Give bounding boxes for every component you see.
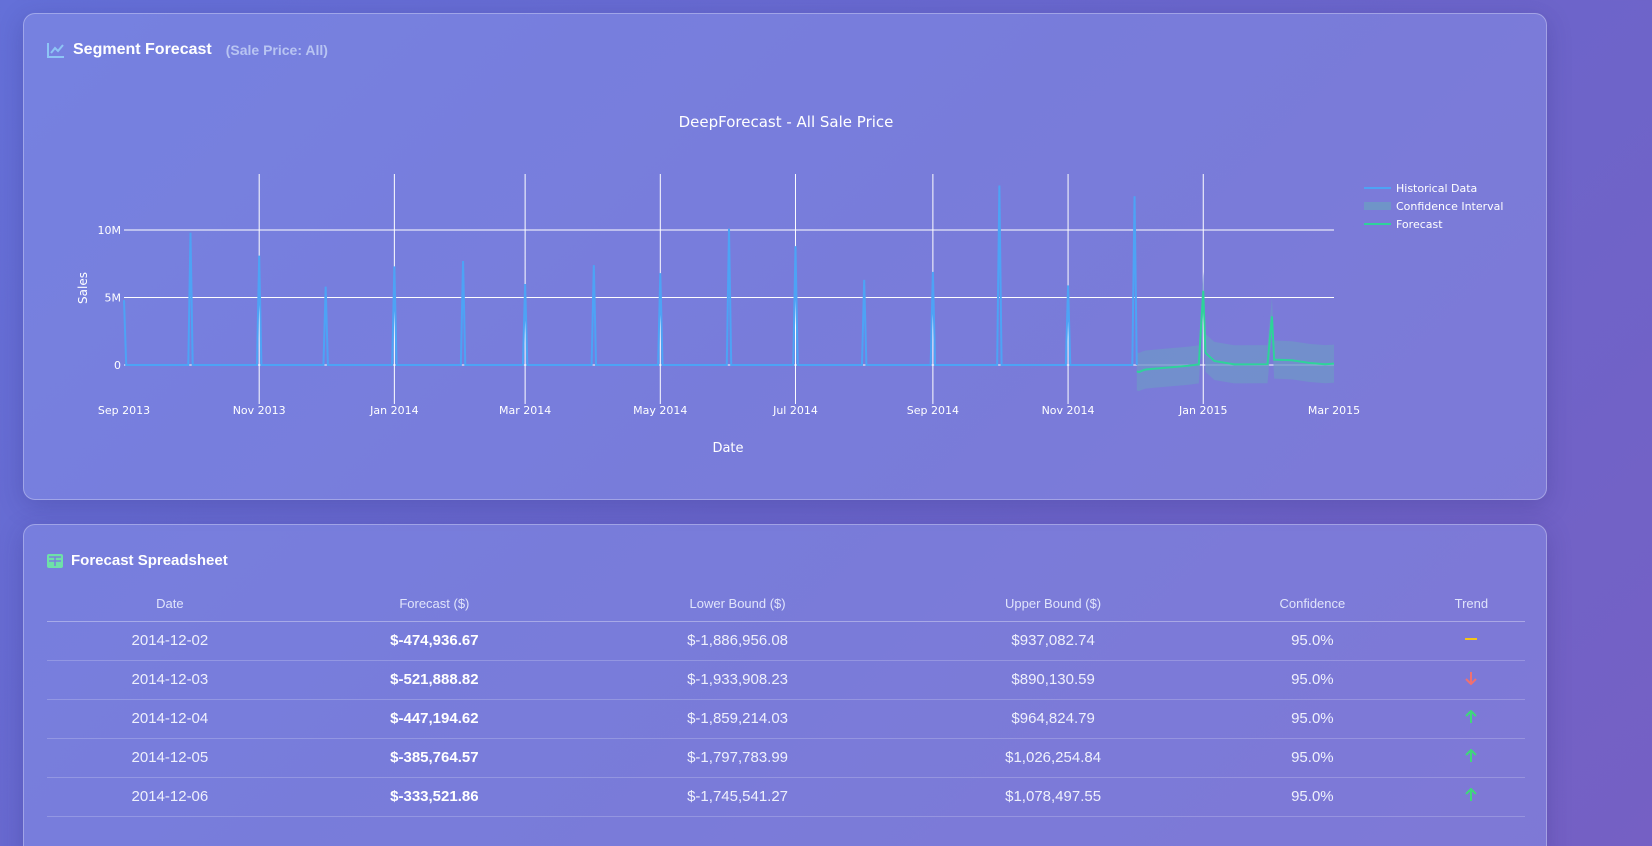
col-date[interactable]: Date bbox=[47, 587, 293, 622]
y-tick-label: 10M bbox=[98, 224, 122, 237]
cell-forecast: $-521,888.82 bbox=[292, 660, 576, 700]
table-card-title: Forecast Spreadsheet bbox=[71, 552, 228, 569]
legend-historical[interactable]: Historical Data bbox=[1396, 182, 1477, 195]
x-tick-label: Sep 2014 bbox=[907, 404, 959, 417]
chart-title: DeepForecast - All Sale Price bbox=[679, 113, 894, 131]
chart-card-subtitle: (Sale Price: All) bbox=[225, 42, 328, 58]
x-tick-label: Nov 2014 bbox=[1042, 404, 1095, 417]
cell-lower: $-1,933,908.23 bbox=[575, 660, 900, 700]
cell-forecast: $-385,764.57 bbox=[292, 738, 576, 778]
cell-lower: $-1,797,783.99 bbox=[575, 738, 900, 778]
forecast-table: Date Forecast ($) Lower Bound ($) Upper … bbox=[47, 587, 1525, 817]
cell-date: 2014-12-03 bbox=[47, 660, 293, 700]
confidence-band bbox=[1136, 271, 1334, 392]
cell-upper: $964,824.79 bbox=[899, 699, 1208, 739]
table-row[interactable]: 2014-12-03 $-521,888.82 $-1,933,908.23 $890… bbox=[47, 660, 1525, 700]
cell-forecast: $-474,936.67 bbox=[292, 621, 576, 661]
x-tick-label: May 2014 bbox=[633, 404, 687, 417]
trend-up-icon bbox=[1464, 787, 1478, 806]
table-row[interactable]: 2014-12-06 $-333,521.86 $-1,745,541.27 $1,0… bbox=[47, 777, 1525, 817]
x-tick-label: Jul 2014 bbox=[772, 404, 818, 417]
col-forecast[interactable]: Forecast ($) bbox=[292, 587, 576, 622]
table-row[interactable]: 2014-12-02 $-474,936.67 $-1,886,956.08 $937… bbox=[47, 621, 1525, 661]
cell-confidence: 95.0% bbox=[1207, 621, 1418, 661]
x-tick-label: Jan 2015 bbox=[1178, 404, 1227, 417]
cell-upper: $1,078,497.55 bbox=[899, 777, 1208, 817]
cell-date: 2014-12-02 bbox=[47, 621, 293, 661]
y-tick-label: 0 bbox=[114, 359, 121, 372]
trend-up-icon bbox=[1464, 709, 1478, 728]
col-lower[interactable]: Lower Bound ($) bbox=[575, 587, 900, 622]
cell-date: 2014-12-06 bbox=[47, 777, 293, 817]
legend-forecast[interactable]: Forecast bbox=[1396, 218, 1443, 231]
table-icon bbox=[47, 553, 63, 568]
x-tick-label: Mar 2015 bbox=[1308, 404, 1360, 417]
cell-forecast: $-447,194.62 bbox=[292, 699, 576, 739]
x-tick-label: Jan 2014 bbox=[369, 404, 418, 417]
trend-up-icon bbox=[1464, 748, 1478, 767]
cell-forecast: $-333,521.86 bbox=[292, 777, 576, 817]
cell-upper: $1,026,254.84 bbox=[899, 738, 1208, 778]
cell-upper: $937,082.74 bbox=[899, 621, 1208, 661]
cell-confidence: 95.0% bbox=[1207, 660, 1418, 700]
cell-confidence: 95.0% bbox=[1207, 738, 1418, 778]
col-trend[interactable]: Trend bbox=[1417, 587, 1525, 622]
cell-lower: $-1,886,956.08 bbox=[575, 621, 900, 661]
table-row[interactable]: 2014-12-04 $-447,194.62 $-1,859,214.03 $964… bbox=[47, 699, 1525, 739]
legend-confidence[interactable]: Confidence Interval bbox=[1396, 200, 1503, 213]
forecast-line bbox=[1136, 290, 1335, 374]
col-upper[interactable]: Upper Bound ($) bbox=[899, 587, 1208, 622]
forecast-chart[interactable]: DeepForecast - All Sale Price 0 5M 10M Sep … bbox=[24, 14, 1548, 501]
y-tick-label: 5M bbox=[105, 292, 122, 305]
cell-confidence: 95.0% bbox=[1207, 777, 1418, 817]
legend[interactable]: Historical Data Confidence Interval Fore… bbox=[1364, 182, 1503, 231]
historical-line bbox=[123, 185, 1138, 366]
line-chart-icon bbox=[47, 43, 64, 58]
col-confidence[interactable]: Confidence bbox=[1207, 587, 1418, 622]
cell-lower: $-1,859,214.03 bbox=[575, 699, 900, 739]
cell-confidence: 95.0% bbox=[1207, 699, 1418, 739]
trend-flat-icon bbox=[1464, 633, 1478, 650]
trend-down-icon bbox=[1464, 671, 1478, 689]
x-tick-label: Sep 2013 bbox=[98, 404, 150, 417]
cell-upper: $890,130.59 bbox=[899, 660, 1208, 700]
y-axis-label: Sales bbox=[76, 272, 90, 304]
x-tick-label: Nov 2013 bbox=[233, 404, 286, 417]
chart-card-title: Segment Forecast bbox=[73, 41, 212, 58]
x-tick-label: Mar 2014 bbox=[499, 404, 551, 417]
table-row[interactable]: 2014-12-05 $-385,764.57 $-1,797,783.99 $1,0… bbox=[47, 738, 1525, 778]
x-axis-label: Date bbox=[712, 441, 743, 456]
cell-lower: $-1,745,541.27 bbox=[575, 777, 900, 817]
segment-forecast-card: Segment Forecast (Sale Price: All) DeepF… bbox=[23, 13, 1547, 500]
cell-date: 2014-12-05 bbox=[47, 738, 293, 778]
forecast-spreadsheet-card: Forecast Spreadsheet Date Forecast ($) L… bbox=[23, 524, 1547, 846]
cell-date: 2014-12-04 bbox=[47, 699, 293, 739]
